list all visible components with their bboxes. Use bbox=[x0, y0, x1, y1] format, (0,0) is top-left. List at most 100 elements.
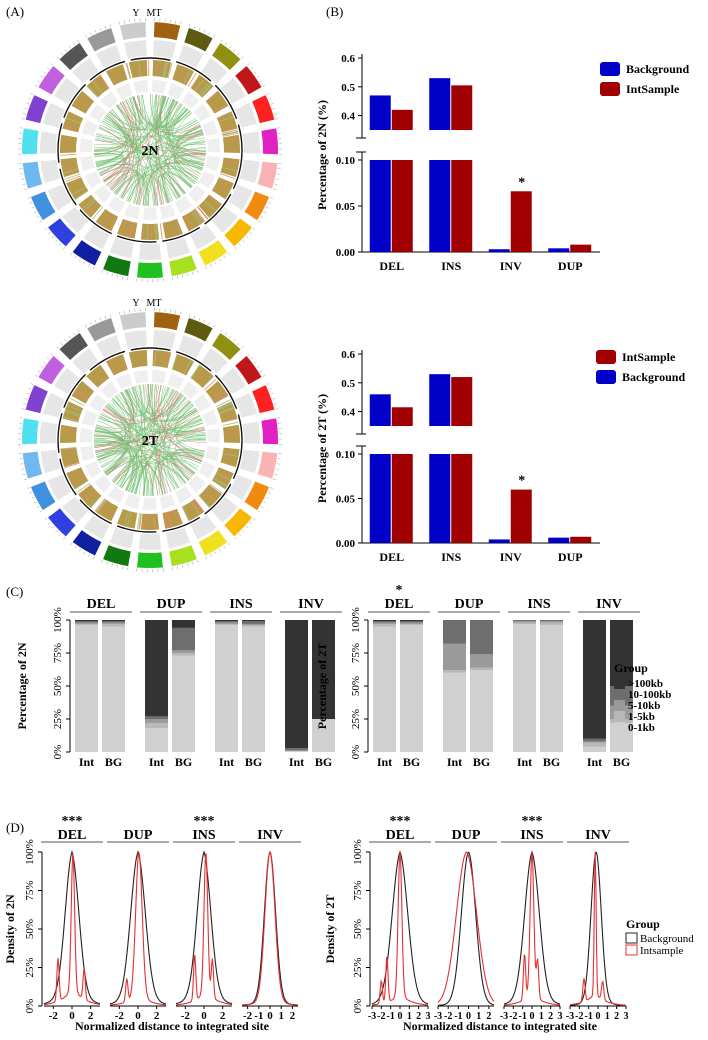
chromosome-segment bbox=[103, 545, 131, 567]
ring-stripe bbox=[222, 130, 239, 136]
chromosome-tick bbox=[192, 561, 194, 565]
circos-link bbox=[142, 146, 206, 206]
ring-stripe bbox=[203, 490, 216, 502]
y-tick-label: 100% bbox=[350, 607, 362, 633]
ring-stripe bbox=[128, 221, 134, 238]
grey-track bbox=[96, 335, 122, 359]
chromosome-segment bbox=[235, 355, 262, 385]
ring-stripe bbox=[135, 61, 139, 78]
circos-link bbox=[94, 101, 179, 146]
grey-track bbox=[153, 330, 176, 349]
chromosome-tick bbox=[99, 27, 102, 31]
facet-label-inv: INV bbox=[298, 597, 324, 612]
chromosome-segment bbox=[59, 333, 88, 361]
ring-stripe bbox=[216, 472, 231, 481]
stack-segment->100kb bbox=[610, 620, 633, 686]
chromosome-tick bbox=[92, 556, 95, 560]
legend-swatch bbox=[614, 678, 625, 689]
y-tick-label: 50% bbox=[350, 676, 362, 696]
circos-link bbox=[109, 108, 188, 131]
chromosome-tick bbox=[34, 374, 38, 377]
density-curve-intsample-ins bbox=[176, 853, 233, 1006]
x-tick-label: 2 bbox=[486, 1011, 491, 1022]
stacked-chart-C1: 0% 25% 50% 75% 100% Percentage of 2N DEL Int BG D… bbox=[15, 597, 342, 769]
x-axis-label: Normalized distance to integrated site bbox=[75, 1019, 270, 1033]
ring-stripe bbox=[190, 211, 201, 226]
chromosome-tick bbox=[256, 365, 260, 368]
y-tick-label: 0.00 bbox=[336, 247, 356, 259]
chromosome-tick bbox=[192, 271, 194, 275]
x-bar-label: BG bbox=[175, 755, 192, 769]
circos-link bbox=[121, 175, 168, 204]
chromosome-tick bbox=[272, 188, 276, 191]
stack-segment-5-10kb bbox=[400, 622, 423, 624]
chromosome-tick bbox=[268, 98, 272, 100]
chromosome-tick bbox=[259, 80, 263, 83]
grey-track bbox=[43, 392, 66, 418]
chromosome-tick bbox=[176, 276, 179, 280]
chromosome-tick bbox=[28, 388, 32, 390]
ring-stripe bbox=[185, 214, 194, 230]
x-tick-label: 1 bbox=[539, 1011, 544, 1022]
stacked-chart-C2: 0% 25% 50% 75% 100% Percentage of 2T DEL* Int BG… bbox=[315, 583, 671, 769]
chromosome-tick bbox=[30, 383, 34, 385]
chromosome-tick bbox=[78, 548, 81, 552]
ring-stripe bbox=[203, 200, 217, 212]
chromosome-tick bbox=[123, 20, 125, 24]
chromosome-segment bbox=[59, 43, 88, 71]
chromosome-tick bbox=[59, 533, 62, 536]
circos-link bbox=[165, 103, 183, 127]
chromosome-tick bbox=[29, 492, 33, 494]
circos-link bbox=[104, 405, 128, 473]
chromosome-segment bbox=[87, 318, 116, 342]
data-ring-segment bbox=[190, 74, 214, 98]
chromosome-tick bbox=[109, 314, 112, 318]
chromosome-tick bbox=[262, 374, 266, 377]
circos-link bbox=[102, 409, 206, 436]
y-tick-label: 0.05 bbox=[336, 201, 356, 213]
grey-track bbox=[201, 348, 228, 374]
circos-link bbox=[95, 386, 138, 429]
inner-grey-track bbox=[205, 155, 220, 172]
x-bar-label: BG bbox=[315, 755, 332, 769]
ring-stripe bbox=[171, 354, 178, 370]
chromosome-tick bbox=[94, 29, 97, 33]
circos-link bbox=[95, 451, 149, 496]
grey-track bbox=[239, 449, 260, 474]
chromosome-tick bbox=[111, 273, 113, 277]
y-tick-label: 25% bbox=[352, 957, 364, 977]
circos-link bbox=[164, 125, 201, 203]
ring-stripe bbox=[63, 125, 79, 131]
circos-link bbox=[98, 127, 186, 194]
grey-track bbox=[211, 496, 238, 523]
legend-swatch bbox=[614, 722, 625, 733]
x-tick-label: 0 bbox=[201, 1010, 207, 1022]
chromosome-tick bbox=[48, 521, 51, 525]
data-ring-segment bbox=[152, 350, 172, 369]
bar-background-del-upper bbox=[369, 394, 391, 426]
chromosome-tick bbox=[59, 243, 62, 246]
circos-link bbox=[96, 97, 137, 138]
density-curve-background-del bbox=[43, 850, 101, 1005]
inner-grey-track bbox=[188, 475, 206, 493]
inner-grey-track bbox=[84, 461, 102, 479]
bar-background-ins-lower bbox=[429, 454, 451, 543]
chromosome-tick bbox=[40, 75, 44, 78]
chromosome-tick bbox=[106, 561, 108, 565]
grey-track bbox=[124, 330, 147, 349]
inner-grey-track bbox=[188, 185, 206, 203]
ring-stripe bbox=[221, 418, 238, 423]
facet-label-ins: INS bbox=[229, 597, 253, 612]
x-tick-label: -3 bbox=[434, 1011, 442, 1022]
facet-label-inv: INV bbox=[585, 828, 611, 843]
chromosome-segment bbox=[261, 128, 278, 155]
ring-stripe bbox=[71, 476, 86, 485]
chromosome-tick bbox=[88, 263, 91, 267]
chromosome-tick bbox=[209, 263, 212, 267]
chromosome-tick bbox=[245, 235, 249, 239]
grey-track bbox=[220, 367, 246, 394]
y-tick-label: 0% bbox=[352, 999, 364, 1014]
stack-segment-0-1kb bbox=[145, 728, 168, 752]
ring-stripe bbox=[223, 160, 240, 164]
chromosome-tick bbox=[176, 566, 179, 570]
